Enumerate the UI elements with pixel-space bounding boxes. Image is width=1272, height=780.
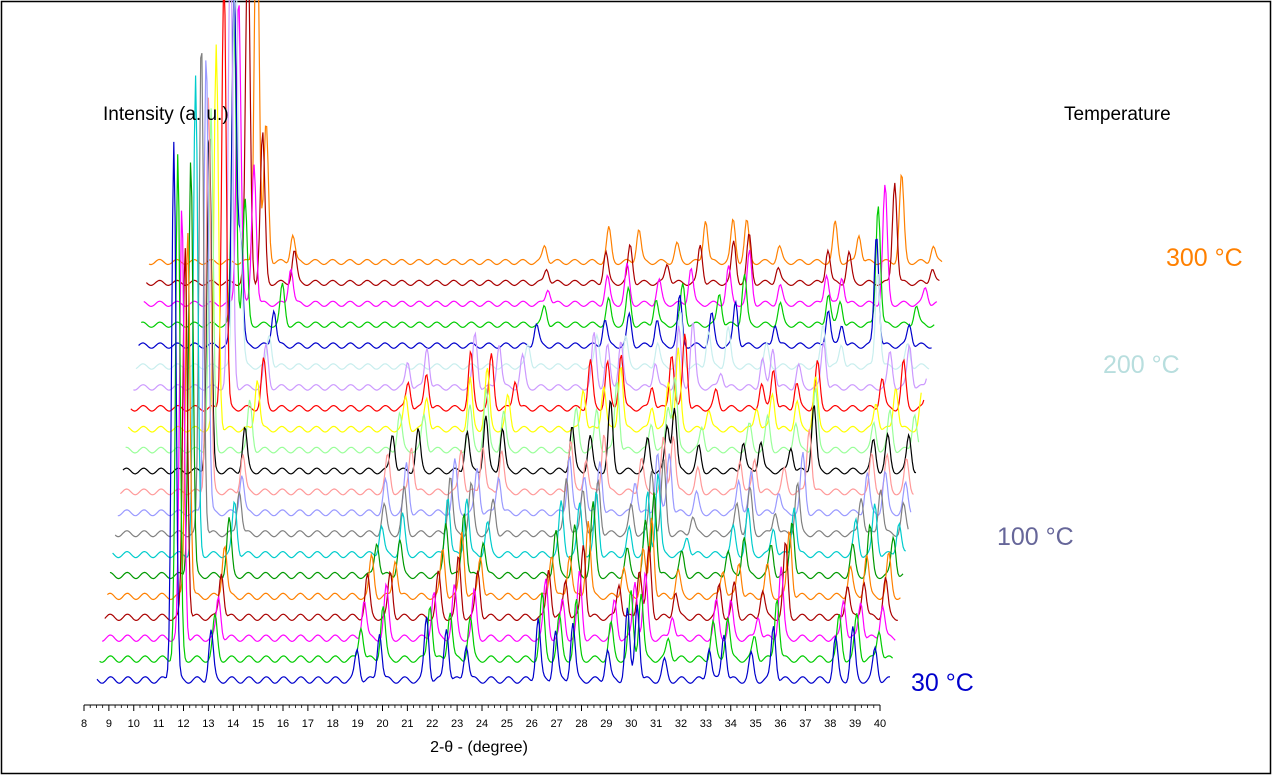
temperature-label-100c: 100 °C	[997, 523, 1074, 551]
x-tick-label: 15	[252, 718, 264, 730]
x-tick-label: 12	[177, 718, 189, 730]
x-tick-label: 40	[874, 718, 886, 730]
x-tick-label: 28	[575, 718, 587, 730]
x-tick-label: 37	[799, 718, 811, 730]
x-tick-label: 35	[750, 718, 762, 730]
x-tick-label: 13	[202, 718, 214, 730]
x-tick-label: 22	[426, 718, 438, 730]
y-axis-label: Intensity (a. u.)	[103, 104, 229, 125]
diffraction-curve-6	[112, 75, 907, 559]
diffraction-curve-11	[125, 108, 920, 454]
x-tick-label: 31	[650, 718, 662, 730]
diffraction-curve-14	[133, 0, 927, 391]
diffraction-curve-16	[138, 0, 932, 349]
temperature-label-300c: 300 °C	[1166, 244, 1243, 272]
x-tick-label: 10	[128, 718, 140, 730]
diffraction-curve-15	[135, 0, 930, 370]
diffraction-curve-12	[127, 44, 922, 433]
diffraction-curve-19	[145, 0, 940, 287]
x-tick-label: 29	[600, 718, 612, 730]
x-tick-label: 30	[625, 718, 637, 730]
x-tick-label: 18	[327, 718, 339, 730]
x-tick-label: 16	[277, 718, 289, 730]
x-tick-label: 20	[376, 718, 388, 730]
x-tick-label: 14	[227, 718, 239, 730]
x-tick-label: 17	[302, 718, 314, 730]
diffraction-curve-0	[96, 141, 891, 684]
temperature-label-30c: 30 °C	[911, 669, 974, 697]
diffraction-curve-20	[148, 0, 943, 266]
diffraction-curve-17	[141, 13, 935, 328]
diffraction-curve-13	[130, 0, 925, 412]
x-tick-label: 24	[476, 718, 488, 730]
x-tick-label: 9	[106, 718, 112, 730]
temperature-label-200c: 200 °C	[1103, 351, 1180, 379]
diffraction-curve-1	[99, 154, 894, 663]
x-tick-label: 33	[700, 718, 712, 730]
x-tick-label: 27	[551, 718, 563, 730]
x-tick-label: 39	[849, 718, 861, 730]
x-tick-label: 23	[451, 718, 463, 730]
x-tick-label: 26	[526, 718, 538, 730]
diffraction-curve-4	[107, 232, 901, 601]
x-tick-label: 21	[401, 718, 413, 730]
x-tick-label: 32	[675, 718, 687, 730]
diffraction-curve-18	[143, 5, 938, 308]
x-tick-label: 11	[153, 718, 164, 730]
diffraction-curves	[96, 0, 943, 684]
diffraction-curve-2	[101, 210, 896, 643]
diffraction-curve-3	[104, 248, 898, 622]
x-axis: 8 9 10 11 12 13 14 15 16 17 18 19 20 21 22 23 24 25 26 27 28…	[81, 704, 886, 730]
diffraction-curve-5	[109, 162, 904, 580]
x-tick-label: 36	[774, 718, 786, 730]
diffraction-curve-7	[114, 52, 909, 538]
x-tick-label: 34	[725, 718, 737, 730]
x-axis-label: 2-θ - (degree)	[430, 739, 528, 756]
diffraction-curve-9	[119, 97, 914, 496]
x-tick-label: 19	[352, 718, 364, 730]
temperature-axis-label: Temperature	[1064, 104, 1171, 125]
diffraction-curve-8	[117, 60, 912, 517]
x-tick-label: 8	[81, 718, 87, 730]
x-tick-label: 25	[501, 718, 513, 730]
x-tick-label: 38	[824, 718, 836, 730]
